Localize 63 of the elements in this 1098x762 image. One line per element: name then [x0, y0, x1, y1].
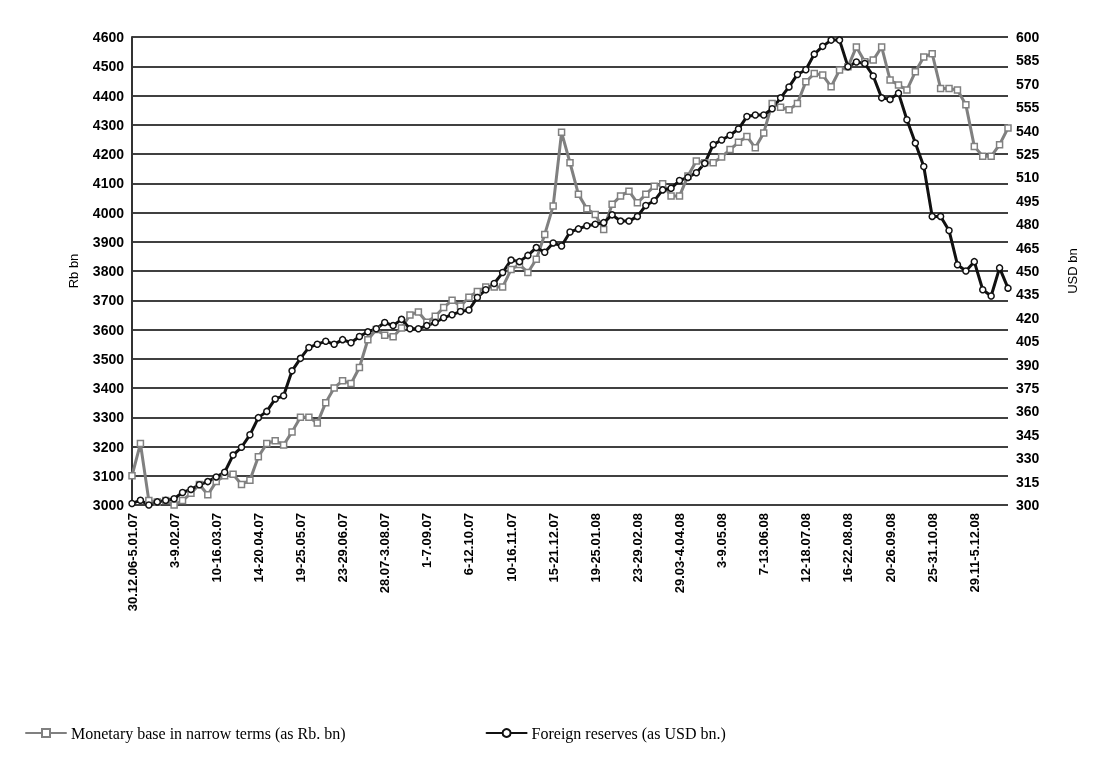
y2-tick-label: 465	[1016, 239, 1040, 256]
y2-tick-label: 600	[1016, 29, 1040, 45]
y2-tick-label: 420	[1016, 309, 1040, 326]
x-tick-label: 25-31.10.08	[924, 513, 940, 583]
x-tick-label: 10-16.03.07	[208, 513, 224, 583]
x-tick-label: 19-25.01.08	[587, 513, 603, 583]
x-tick-label: 20-26.09.08	[882, 513, 898, 583]
y2-tick-label: 435	[1016, 286, 1040, 303]
y-tick-label: 4600	[92, 29, 125, 45]
y2-tick-label: 375	[1016, 380, 1040, 396]
y-tick-label: 3400	[92, 380, 125, 396]
x-tick-label: 19-25.05.07	[292, 513, 308, 583]
y-tick-label: 3200	[92, 438, 125, 455]
x-tick-label: 7-13.06.08	[756, 513, 772, 576]
y2-tick-label: 315	[1016, 473, 1040, 490]
legend-label: Monetary base in narrow terms (as Rb. bn)	[71, 724, 346, 743]
y2-tick-label: 300	[1016, 497, 1040, 513]
y2-tick-label: 405	[1016, 333, 1040, 350]
y2-tick-label: 510	[1016, 169, 1040, 186]
y2-tick-label: 555	[1016, 99, 1040, 116]
y2-tick-label: 525	[1016, 146, 1040, 162]
y-tick-label: 4100	[92, 175, 125, 192]
x-tick-label: 30.12.06-5.01.07	[124, 513, 140, 612]
y2-tick-label: 360	[1016, 403, 1040, 420]
y-tick-label: 3100	[92, 467, 125, 484]
y2-tick-label: 540	[1016, 122, 1040, 139]
x-tick-label: 6-12.10.07	[461, 513, 477, 576]
x-tick-label: 29.11-5.12.08	[966, 513, 982, 593]
x-tick-label: 23-29.06.07	[335, 513, 351, 583]
y2-axis-title: USD bn	[1065, 248, 1080, 294]
y2-tick-label: 345	[1016, 426, 1040, 443]
y-tick-label: 4400	[92, 87, 125, 104]
y-tick-label: 3800	[92, 263, 125, 279]
y-tick-label: 4200	[92, 146, 125, 162]
x-tick-label: 23-29.02.08	[629, 513, 645, 583]
x-tick-label: 12-18.07.08	[798, 513, 814, 583]
y-tick-label: 3300	[92, 409, 125, 426]
x-tick-label: 14-20.04.07	[250, 513, 266, 583]
y2-tick-label: 330	[1016, 450, 1040, 467]
x-tick-label: 1-7.09.07	[419, 513, 435, 568]
y-tick-label: 4000	[92, 204, 125, 221]
x-tick-label: 28.07-3.08.07	[377, 513, 393, 594]
x-tick-label: 15-21.12.07	[545, 513, 561, 583]
y-tick-label: 4300	[92, 116, 125, 133]
y2-tick-label: 495	[1016, 192, 1040, 209]
y-tick-label: 3500	[92, 350, 125, 367]
y-tick-label: 3900	[92, 233, 125, 250]
x-tick-label: 3-9.02.07	[166, 513, 182, 568]
y2-tick-label: 480	[1016, 216, 1040, 233]
legend-label: Foreign reserves (as USD bn.)	[531, 724, 726, 743]
y-tick-label: 4500	[92, 58, 125, 75]
y-axis-title: Rb bn	[66, 253, 81, 289]
y-tick-label: 3600	[92, 321, 125, 338]
y-tick-label: 3000	[92, 497, 125, 513]
y2-tick-label: 585	[1016, 52, 1040, 69]
x-tick-label: 10-16.11.07	[503, 513, 519, 582]
y-tick-label: 3700	[92, 292, 125, 309]
y2-tick-label: 570	[1016, 75, 1040, 92]
y2-tick-label: 390	[1016, 356, 1040, 373]
y2-tick-label: 450	[1016, 263, 1040, 279]
x-tick-label: 29.03-4.04.08	[672, 513, 687, 594]
x-tick-label: 3-9.05.08	[714, 513, 730, 568]
x-tick-label: 16-22.08.08	[840, 513, 856, 583]
